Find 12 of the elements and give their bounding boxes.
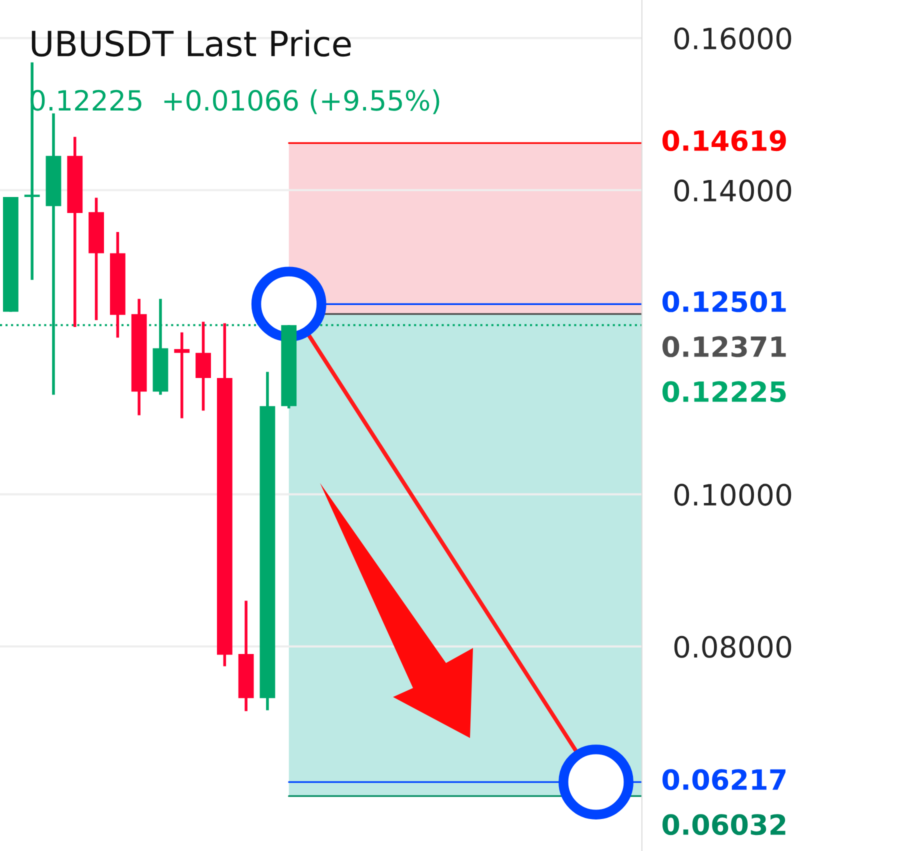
y-tick-label: 0.14000 [674, 180, 792, 202]
ref-line-label: 0.06032 [662, 814, 786, 836]
y-tick-label: 0.08000 [674, 636, 792, 658]
ref-line-label: 0.12501 [662, 291, 786, 312]
y-tick-label: 0.16000 [674, 27, 792, 50]
text: UBUSDT Last Price [32, 30, 351, 57]
ref-line-label: 0.12225 [662, 381, 786, 402]
ref-line-label: 0.14619 [662, 130, 786, 152]
ref-line-label: 0.12371 [662, 336, 786, 358]
candlestick [174, 330, 190, 420]
y-tick-label: 0.10000 [674, 484, 792, 506]
ref-line-label: 0.06217 [662, 769, 786, 790]
